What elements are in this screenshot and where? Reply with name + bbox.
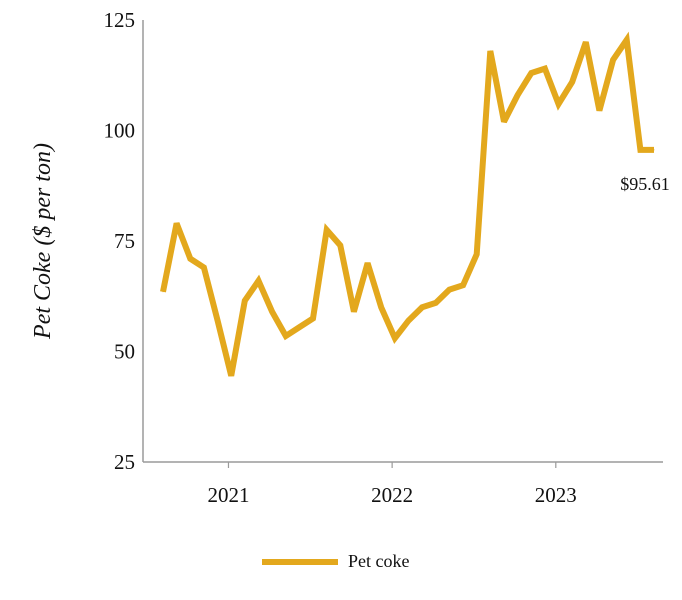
data-point — [476, 253, 478, 255]
data-point — [312, 317, 314, 319]
y-tick-label: 125 — [104, 8, 136, 32]
legend: Pet coke — [262, 551, 409, 571]
data-point — [162, 291, 164, 293]
x-tick-label: 2022 — [371, 483, 413, 507]
data-point — [435, 302, 437, 304]
data-point — [380, 306, 382, 308]
data-point — [326, 229, 328, 231]
data-point — [612, 59, 614, 61]
annotation-layer: $95.61 — [620, 174, 670, 194]
data-point — [489, 50, 491, 52]
data-point — [626, 39, 628, 41]
data-point — [653, 149, 655, 151]
data-point — [298, 326, 300, 328]
data-point — [367, 262, 369, 264]
y-axis-title: Pet Coke ($ per ton) — [30, 143, 56, 340]
data-point — [203, 267, 205, 268]
data-point — [230, 375, 232, 377]
y-tick-label: 75 — [114, 229, 135, 253]
series-layer — [160, 31, 655, 377]
y-axis: 125 100 75 50 25 — [104, 8, 144, 474]
data-point — [421, 306, 423, 308]
data-point — [285, 335, 287, 337]
data-point — [339, 244, 341, 246]
x-axis: 2021 2022 2023 — [143, 461, 663, 507]
x-tick-label: 2023 — [535, 483, 577, 507]
data-point — [530, 72, 532, 74]
data-point — [544, 68, 546, 70]
data-point — [448, 289, 450, 291]
data-point — [585, 41, 587, 43]
data-point — [189, 258, 191, 260]
data-point — [258, 280, 259, 282]
value-annotation: $95.61 — [620, 174, 670, 194]
data-point — [517, 94, 519, 96]
data-point — [394, 337, 396, 339]
data-point — [598, 110, 600, 112]
series-line-pet-coke — [160, 31, 654, 377]
data-point — [244, 300, 246, 302]
data-point — [176, 222, 178, 224]
data-point — [353, 311, 355, 313]
data-point — [503, 121, 505, 123]
legend-label: Pet coke — [348, 551, 409, 571]
data-point — [558, 103, 559, 105]
x-tick-label: 2021 — [207, 483, 249, 507]
data-point — [217, 320, 219, 322]
y-tick-label: 50 — [114, 340, 135, 364]
data-point — [271, 311, 273, 313]
data-point — [408, 320, 409, 322]
data-point — [639, 149, 641, 151]
data-point — [462, 284, 464, 286]
data-point — [571, 81, 573, 83]
y-tick-label: 25 — [114, 450, 135, 474]
y-tick-label: 100 — [104, 119, 136, 143]
